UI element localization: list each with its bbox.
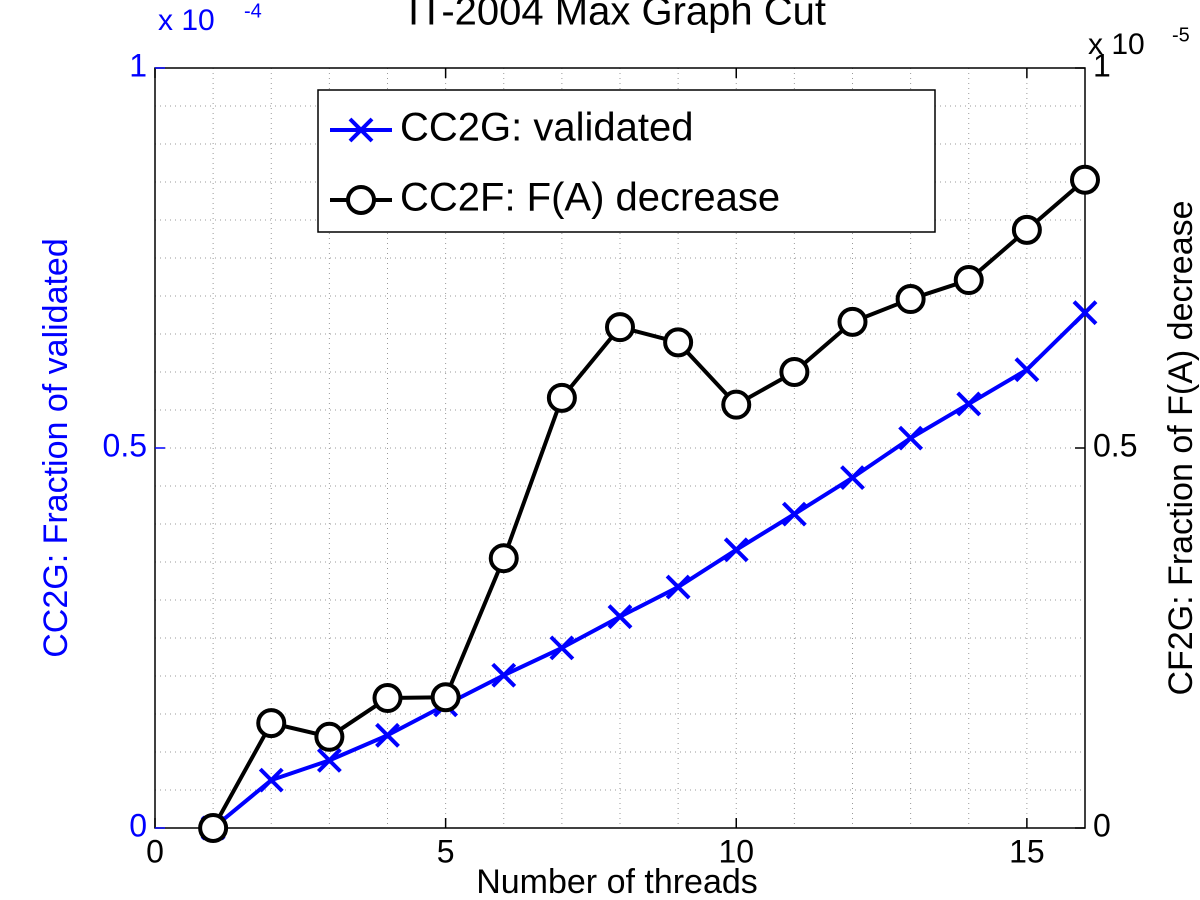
marker-stroke [316, 747, 342, 773]
y2-tick-label: 1 [1093, 47, 1111, 83]
point-marker [895, 284, 926, 315]
legend-box [317, 89, 936, 233]
legend-marker [346, 185, 376, 215]
point-marker [375, 722, 400, 748]
point-marker [721, 389, 752, 420]
point-marker [430, 682, 461, 713]
point-marker [256, 708, 287, 739]
point-marker [1014, 357, 1040, 383]
point-marker [1070, 164, 1100, 195]
legend-label: CC2F: F(A) decrease [400, 176, 780, 220]
point-marker [953, 265, 984, 296]
point-marker [198, 813, 229, 843]
point-marker [258, 767, 284, 793]
y-tick-label: 1 [129, 47, 147, 83]
marker-stroke [840, 465, 865, 491]
point-marker [723, 537, 749, 563]
marker-stroke [258, 767, 284, 793]
point-marker [779, 357, 810, 387]
marker-stroke [607, 604, 633, 630]
y2-tick-label: 0 [1093, 807, 1111, 843]
y2-multiplier: x 10 [1088, 28, 1145, 61]
point-marker [488, 543, 519, 574]
point-marker [314, 721, 345, 752]
marker-stroke [723, 537, 749, 563]
y-tick-label: 0.5 [103, 427, 147, 463]
point-marker [840, 465, 865, 491]
x-tick-label: 15 [1009, 833, 1045, 869]
point-marker [665, 574, 691, 600]
point-marker [663, 327, 694, 358]
x-tick-label: 0 [146, 833, 164, 869]
point-marker [372, 683, 403, 714]
x-axis-label: Number of threads [476, 863, 758, 900]
point-marker [316, 747, 342, 773]
marker-stroke [549, 635, 575, 661]
point-marker [605, 312, 635, 343]
point-marker [781, 501, 807, 527]
legend-marker [348, 117, 374, 143]
marker-stroke [491, 662, 517, 688]
marker-stroke [956, 391, 982, 417]
y-axis-label: CC2G: Fraction of validated [37, 238, 75, 658]
y-multiplier: x 10 [158, 4, 215, 37]
marker-stroke [781, 501, 807, 527]
legend-label: CC2G: validated [400, 106, 693, 150]
y2-axis-label: CF2G: Fraction of F(A) decrease [1162, 200, 1200, 695]
x-tick-label: 5 [437, 833, 455, 869]
y2-multiplier-exponent: -5 [1172, 24, 1190, 46]
point-marker [956, 391, 982, 417]
y-tick-label: 0 [129, 807, 147, 843]
marker-stroke [1014, 357, 1040, 383]
point-marker [898, 425, 924, 451]
point-marker [549, 635, 575, 661]
y2-tick-label: 0.5 [1093, 427, 1137, 463]
marker-stroke [665, 574, 691, 600]
marker-stroke [348, 117, 374, 143]
point-marker [607, 604, 633, 630]
marker-stroke [1072, 300, 1098, 326]
point-marker [491, 662, 517, 688]
point-marker [546, 382, 577, 413]
y-multiplier-exponent: -4 [244, 0, 262, 22]
point-marker [837, 306, 868, 337]
marker-stroke [898, 425, 924, 451]
x-tick-label: 10 [718, 833, 754, 869]
chart-title: IT-2004 Max Graph Cut [408, 0, 826, 34]
series-line [211, 178, 1087, 829]
legend: CC2G: validated CC2F: F(A) decrease [317, 89, 936, 233]
series-line [211, 311, 1087, 830]
point-marker [1011, 214, 1042, 245]
point-marker [1072, 300, 1098, 326]
marker-stroke [375, 722, 400, 748]
